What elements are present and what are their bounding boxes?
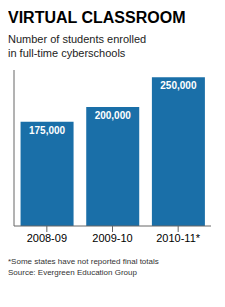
html-text:in full-time cyberschools: in full-time cyberschools [8, 47, 126, 59]
svg-text:200,000: 200,000 [95, 110, 132, 121]
html-text:VIRTUAL CLASSROOM: VIRTUAL CLASSROOM [8, 9, 186, 26]
svg-text:175,000: 175,000 [29, 125, 66, 136]
svg-text:2009-10: 2009-10 [92, 232, 132, 244]
svg-text:2008-09: 2008-09 [27, 232, 67, 244]
html-text:Source: Evergreen Education Gr: Source: Evergreen Education Group [8, 268, 137, 277]
svg-text:2010-11*: 2010-11* [156, 232, 201, 244]
html-text:Number of students enrolled: Number of students enrolled [8, 33, 147, 45]
html-text:*Some states have not reported: *Some states have not reported final tot… [8, 257, 159, 266]
svg-text:250,000: 250,000 [160, 80, 197, 91]
